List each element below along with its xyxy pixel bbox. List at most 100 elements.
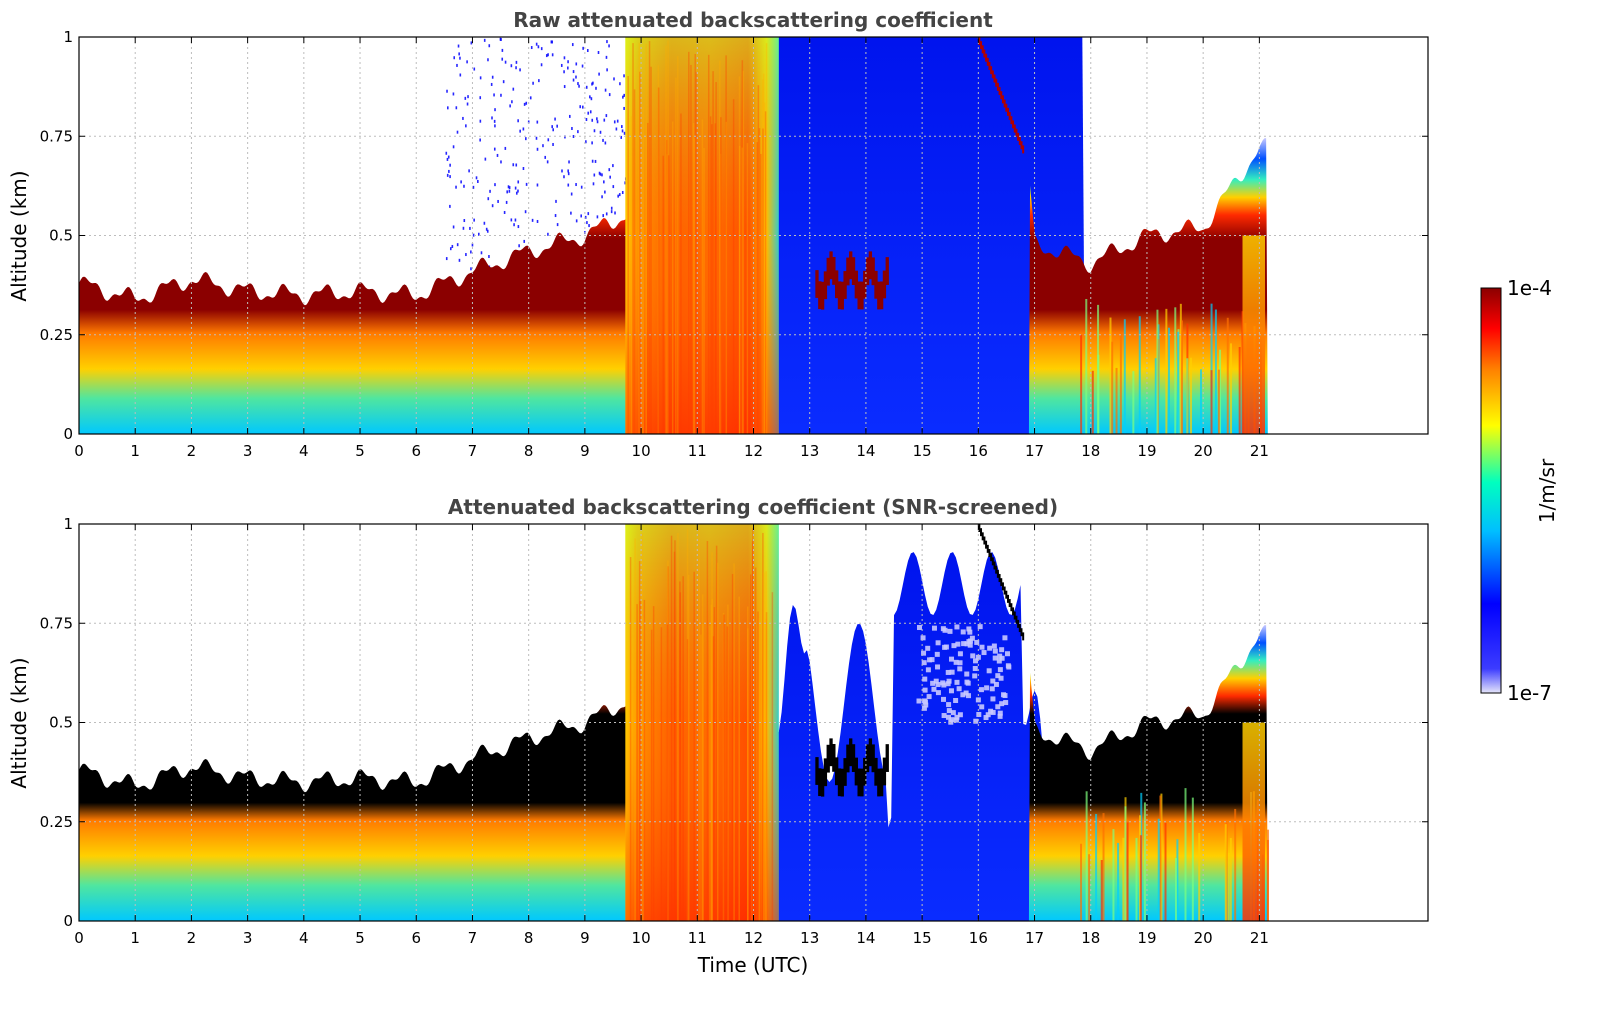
profile-streak <box>1080 334 1083 434</box>
screened-title: Attenuated backscattering coefficient (S… <box>448 495 1058 519</box>
x-tick-label: 21 <box>1250 929 1269 947</box>
lavender-pixel <box>933 678 939 684</box>
fog-streak <box>693 138 696 434</box>
colorbar-unit-label: 1/m/sr <box>1535 458 1559 523</box>
elevated-layer-cell <box>835 270 839 299</box>
raw-fog-region <box>625 37 779 434</box>
elevated-layer-cell <box>874 757 878 786</box>
fog-streak <box>641 532 644 921</box>
fog-streak <box>665 139 668 434</box>
noise-pixel <box>570 211 572 215</box>
lavender-pixel <box>990 696 996 702</box>
cloud-streak-cell <box>983 49 986 58</box>
noise-pixel <box>582 46 584 50</box>
cloud-streak-cell <box>993 561 996 570</box>
lavender-pixel <box>979 704 985 710</box>
noise-pixel <box>508 186 511 190</box>
noise-pixel <box>514 186 517 190</box>
lavender-pixel <box>957 712 963 718</box>
noise-pixel <box>514 218 517 222</box>
x-axis-label: Time (UTC) <box>697 953 809 977</box>
elevated-layer-cell <box>849 738 853 767</box>
noise-pixel <box>529 96 532 100</box>
x-tick-label: 9 <box>580 442 590 460</box>
noise-pixel <box>469 226 471 230</box>
noise-pixel <box>572 78 575 82</box>
profile-streak <box>1115 367 1118 434</box>
fog-streak <box>738 76 741 434</box>
x-tick-label: 9 <box>580 929 590 947</box>
elevated-layer-cell <box>849 251 853 280</box>
noise-pixel <box>515 60 518 64</box>
noise-pixel <box>525 182 528 186</box>
profile-streak <box>1230 343 1233 434</box>
noise-pixel <box>510 64 513 68</box>
profile-streak <box>1102 813 1105 921</box>
lavender-pixel <box>967 629 973 635</box>
lavender-pixel <box>1003 700 1009 706</box>
raw-y-label: Altitude (km) <box>7 170 31 301</box>
x-tick-label: 14 <box>856 442 875 460</box>
noise-pixel <box>506 190 508 194</box>
lavender-pixel <box>921 660 927 666</box>
noise-pixel <box>525 137 527 141</box>
noise-pixel <box>487 197 490 201</box>
x-tick-label: 8 <box>524 442 534 460</box>
elevated-layer-cell <box>826 257 830 286</box>
fog-streak <box>636 604 638 921</box>
noise-pixel <box>522 127 525 131</box>
x-tick-label: 12 <box>744 929 763 947</box>
profile-streak <box>1100 860 1103 921</box>
profile-streak <box>1167 327 1170 434</box>
lavender-pixel <box>969 635 975 641</box>
lavender-pixel <box>987 645 993 651</box>
profile-streak <box>1238 346 1241 434</box>
x-tick-label: 11 <box>688 442 707 460</box>
noise-pixel <box>602 214 605 218</box>
profile-streak <box>1164 822 1167 921</box>
noise-pixel <box>538 79 540 83</box>
elevated-layer-cell <box>865 744 870 773</box>
lavender-pixel <box>993 681 999 687</box>
noise-pixel <box>530 46 533 50</box>
lavender-pixel <box>997 667 1003 673</box>
noise-pixel <box>479 119 482 123</box>
noise-pixel <box>547 232 549 236</box>
fog-streak <box>670 535 673 921</box>
cloud-streak-cell <box>986 57 989 66</box>
noise-pixel <box>581 64 584 68</box>
fog-streak <box>693 571 695 921</box>
x-tick-label: 10 <box>632 929 651 947</box>
x-tick-label: 15 <box>913 929 932 947</box>
elevated-layer-cell <box>868 251 873 280</box>
profile-streak <box>1088 854 1091 921</box>
y-tick-label: 0.25 <box>40 326 73 344</box>
lavender-pixel <box>963 690 969 696</box>
fog-streak <box>688 51 690 434</box>
noise-pixel <box>567 169 569 173</box>
noise-pixel <box>572 70 575 74</box>
noise-pixel <box>493 119 496 123</box>
fog-streak <box>765 612 768 921</box>
profile-streak <box>1154 358 1157 434</box>
x-tick-label: 17 <box>1025 929 1044 947</box>
cloud-streak-cell <box>1018 624 1021 633</box>
noise-pixel <box>517 180 520 184</box>
fog-streak <box>757 611 759 921</box>
lavender-pixel <box>935 640 941 646</box>
x-tick-label: 19 <box>1137 929 1156 947</box>
noise-pixel <box>531 218 534 222</box>
fog-streak <box>719 153 722 434</box>
cloud-streak-cell <box>1005 103 1008 112</box>
fog-streak <box>677 532 679 921</box>
lavender-pixel <box>999 701 1005 707</box>
noise-pixel <box>491 75 494 79</box>
elevated-layer-cell <box>854 757 858 786</box>
lavender-pixel <box>970 653 976 659</box>
screened-elevated-layer <box>815 524 1025 797</box>
y-tick-label: 0.75 <box>40 614 73 632</box>
noise-pixel <box>494 124 496 128</box>
fog-streak <box>702 623 704 921</box>
noise-pixel <box>584 215 587 219</box>
noise-pixel <box>446 89 448 93</box>
